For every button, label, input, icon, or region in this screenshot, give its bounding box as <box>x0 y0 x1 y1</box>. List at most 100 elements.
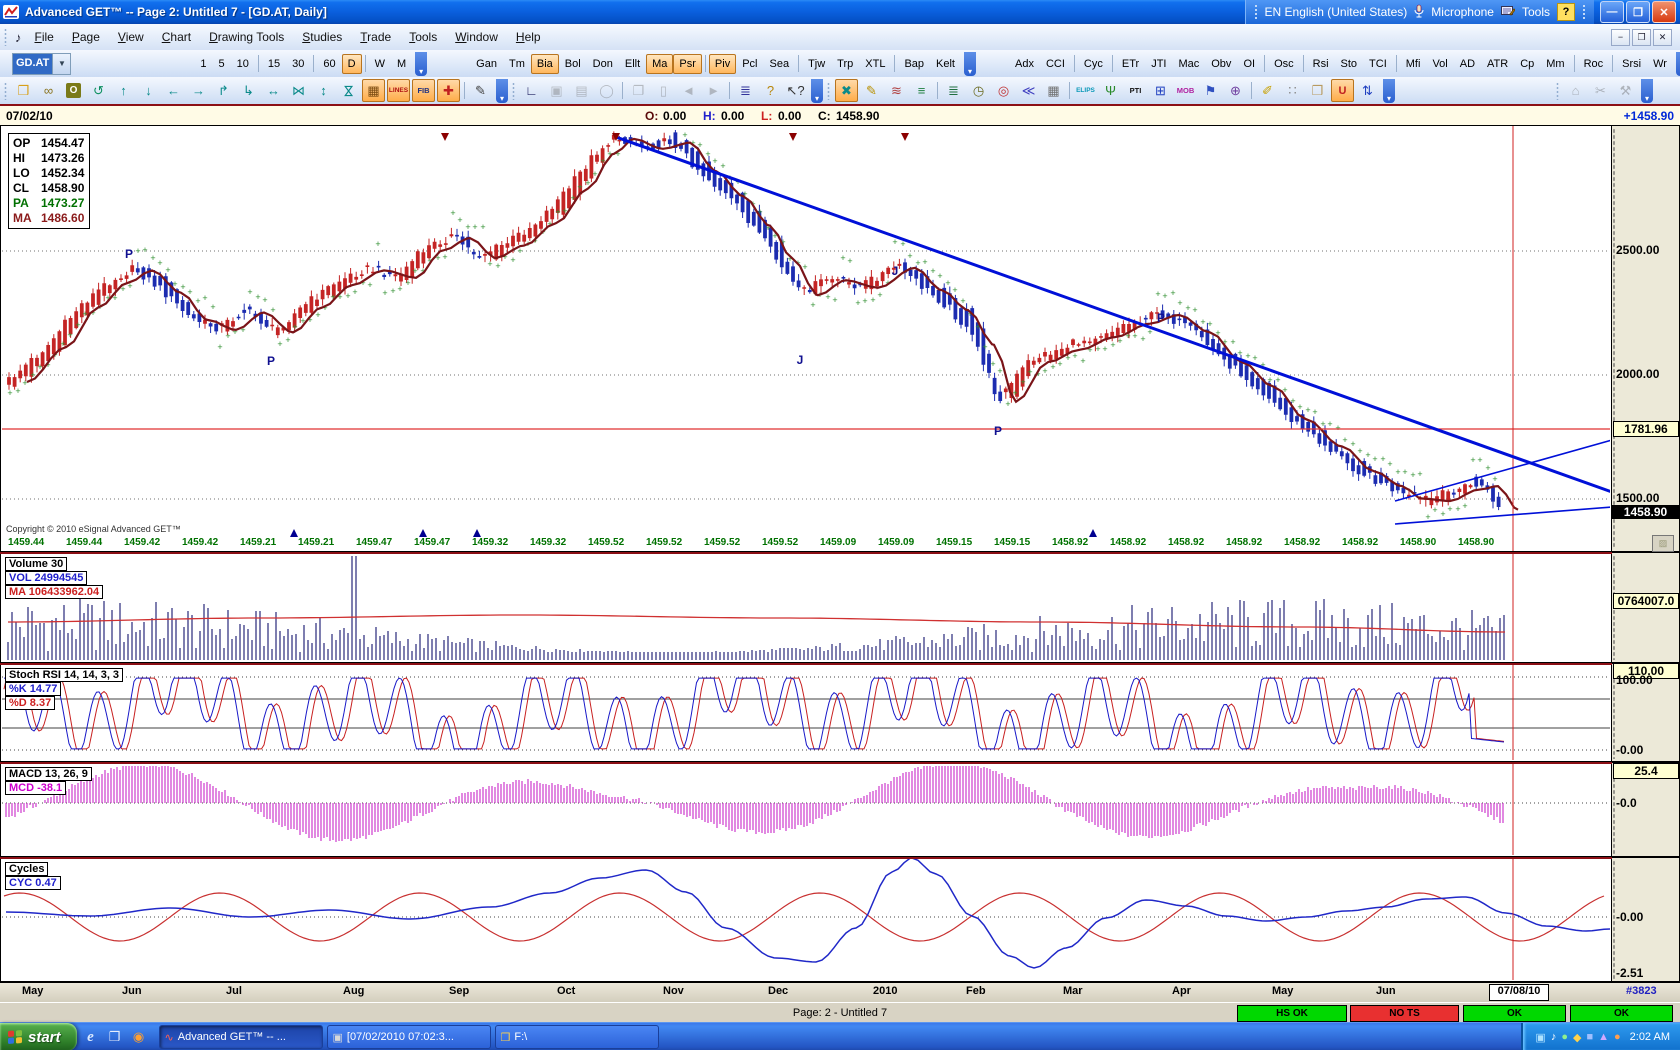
step-up-icon[interactable]: ↱ <box>218 82 229 98</box>
timeframe-button-60[interactable]: 60 <box>323 57 336 70</box>
study-button-trp[interactable]: Trp <box>837 57 854 70</box>
fan-lines-icon[interactable]: ≪ <box>1021 82 1036 98</box>
child-restore-button[interactable]: ❐ <box>1632 28 1651 46</box>
menu-item-trade[interactable]: Trade <box>360 30 392 44</box>
tray-messenger-icon[interactable]: ■ <box>1586 1030 1594 1043</box>
study-button-rsi[interactable]: Rsi <box>1312 57 1329 70</box>
study-button-ma[interactable]: Ma <box>646 53 674 74</box>
panel-separator[interactable] <box>0 663 1612 665</box>
split-view-icon[interactable]: ⇅ <box>1362 82 1373 98</box>
child-minimize-button[interactable]: − <box>1611 28 1630 46</box>
search-icon[interactable]: ∞ <box>43 83 54 98</box>
tray-power-icon[interactable]: ● <box>1613 1030 1621 1043</box>
toolbar-overflow-icon[interactable]: ▾ <box>964 51 976 76</box>
pti-button[interactable]: PTI <box>1129 86 1142 95</box>
study-button-jti[interactable]: JTI <box>1151 57 1167 70</box>
task-button[interactable]: ∿ Advanced GET™ -- ... <box>158 1025 323 1049</box>
zoom-in-icon[interactable]: ⊕ <box>1230 82 1241 98</box>
language-bar-grip[interactable] <box>1253 4 1258 20</box>
toolbar-overflow-icon[interactable]: ▾ <box>1641 78 1653 103</box>
u-turn-button[interactable]: U <box>1331 79 1354 102</box>
study-button-etr[interactable]: ETr <box>1121 57 1140 70</box>
menu-item-window[interactable]: Window <box>455 30 498 44</box>
lines-toggle-button[interactable]: LINES <box>387 79 410 102</box>
scroll-right-icon[interactable]: → <box>192 83 205 98</box>
menu-item-tools[interactable]: Tools <box>409 30 438 44</box>
levels-icon[interactable]: ≣ <box>948 82 959 98</box>
language-options-icon[interactable] <box>1582 4 1586 20</box>
close-button[interactable]: ✕ <box>1652 1 1676 23</box>
properties-icon[interactable]: ✎ <box>475 82 486 98</box>
menu-item-file[interactable]: File <box>34 30 54 44</box>
toolbar-grip[interactable] <box>1555 81 1560 100</box>
oscillator-bars-icon[interactable]: ≡ <box>917 83 926 98</box>
study-button-roc[interactable]: Roc <box>1583 57 1604 70</box>
toolbar-grip[interactable] <box>511 81 516 100</box>
panel-separator[interactable] <box>0 857 1612 859</box>
quick-launch-media-player-icon[interactable]: ◉ <box>132 1029 145 1044</box>
price-chart-panel[interactable] <box>0 125 1612 552</box>
toolbar-grip[interactable] <box>3 81 8 100</box>
task-button[interactable]: ❒ F:\ <box>494 1025 659 1049</box>
elliott-waves-icon[interactable]: ≋ <box>891 82 902 98</box>
timeframe-button-m[interactable]: M <box>397 57 407 70</box>
study-button-bap[interactable]: Bap <box>904 57 925 70</box>
study-button-kelt[interactable]: Kelt <box>936 57 955 70</box>
timeframe-button-30[interactable]: 30 <box>292 57 305 70</box>
trend-pencil-icon[interactable]: ✎ <box>866 82 877 98</box>
macd-panel[interactable] <box>0 762 1612 857</box>
study-button-vol[interactable]: Vol <box>1432 57 1448 70</box>
time-axis[interactable] <box>0 982 1680 1003</box>
timeframe-button-15[interactable]: 15 <box>267 57 281 70</box>
toolbar-overflow-icon[interactable]: ▾ <box>1675 51 1680 76</box>
study-button-cyc[interactable]: Cyc <box>1083 57 1103 70</box>
print-icon[interactable]: ≣ <box>740 82 751 98</box>
cycles-scale[interactable] <box>1611 857 1680 982</box>
symbol-combo[interactable]: GD.AT ▼ <box>12 52 72 75</box>
study-button-adx[interactable]: Adx <box>1015 57 1034 70</box>
language-indicator[interactable]: EN English (United States) <box>1264 5 1408 19</box>
stoch-rsi-panel[interactable] <box>0 663 1612 762</box>
toolbar-overflow-icon[interactable]: ▾ <box>496 78 508 103</box>
study-button-mm[interactable]: Mm <box>1546 57 1565 70</box>
quick-launch-internet-explorer-icon[interactable]: e <box>87 1028 94 1045</box>
study-button-pcl[interactable]: Pcl <box>742 57 758 70</box>
study-button-tci[interactable]: TCI <box>1369 57 1387 70</box>
study-button-wr[interactable]: Wr <box>1653 57 1667 70</box>
study-button-ellt[interactable]: Ellt <box>624 57 641 70</box>
toolbar-overflow-icon[interactable]: ▾ <box>811 78 823 103</box>
menu-item-chart[interactable]: Chart <box>161 30 192 44</box>
help-icon[interactable]: ? <box>766 83 775 98</box>
ellipse-tool-button[interactable]: ELIPS <box>1076 87 1095 94</box>
title-bar[interactable]: Advanced GET™ -- Page 2: Untitled 7 - [G… <box>0 0 1680 24</box>
study-button-cci[interactable]: CCI <box>1045 57 1065 70</box>
panel-separator[interactable] <box>0 552 1612 554</box>
menu-item-view[interactable]: View <box>117 30 144 44</box>
study-button-xtl[interactable]: XTL <box>865 57 886 70</box>
study-button-osc[interactable]: Osc <box>1274 57 1294 70</box>
volume-panel[interactable] <box>0 552 1612 663</box>
study-button-piv[interactable]: Piv <box>708 53 737 74</box>
language-tools-label[interactable]: Tools <box>1521 5 1550 19</box>
start-button[interactable]: start <box>0 1023 77 1050</box>
back-icon[interactable]: ↺ <box>93 82 104 98</box>
timeframe-button-10[interactable]: 10 <box>236 57 249 70</box>
xtl-button[interactable]: ✖ <box>835 79 858 102</box>
multi-grid-icon[interactable]: ∷ <box>1288 82 1297 98</box>
scroll-down-icon[interactable]: ↓ <box>145 83 152 98</box>
tray-display-icon[interactable]: ▲ <box>1598 1030 1609 1043</box>
study-button-psr[interactable]: Psr <box>673 53 702 74</box>
scroll-left-icon[interactable]: ← <box>167 83 180 98</box>
grid-toggle-button[interactable]: ▦ <box>362 79 385 102</box>
study-button-srsi[interactable]: Srsi <box>1622 57 1642 70</box>
study-button-oi[interactable]: OI <box>1243 57 1256 70</box>
grid-small-icon[interactable]: ▦ <box>1047 82 1060 98</box>
study-button-mfi[interactable]: Mfi <box>1405 57 1421 70</box>
marker-pencil-icon[interactable]: ✐ <box>1262 82 1273 98</box>
timeframe-button-d[interactable]: D <box>341 53 362 74</box>
study-button-sto[interactable]: Sto <box>1340 57 1358 70</box>
timeframe-button-w[interactable]: W <box>374 57 385 70</box>
study-button-don[interactable]: Don <box>592 57 613 70</box>
study-button-bia[interactable]: Bia <box>530 53 559 74</box>
minimize-button[interactable]: — <box>1600 1 1624 23</box>
